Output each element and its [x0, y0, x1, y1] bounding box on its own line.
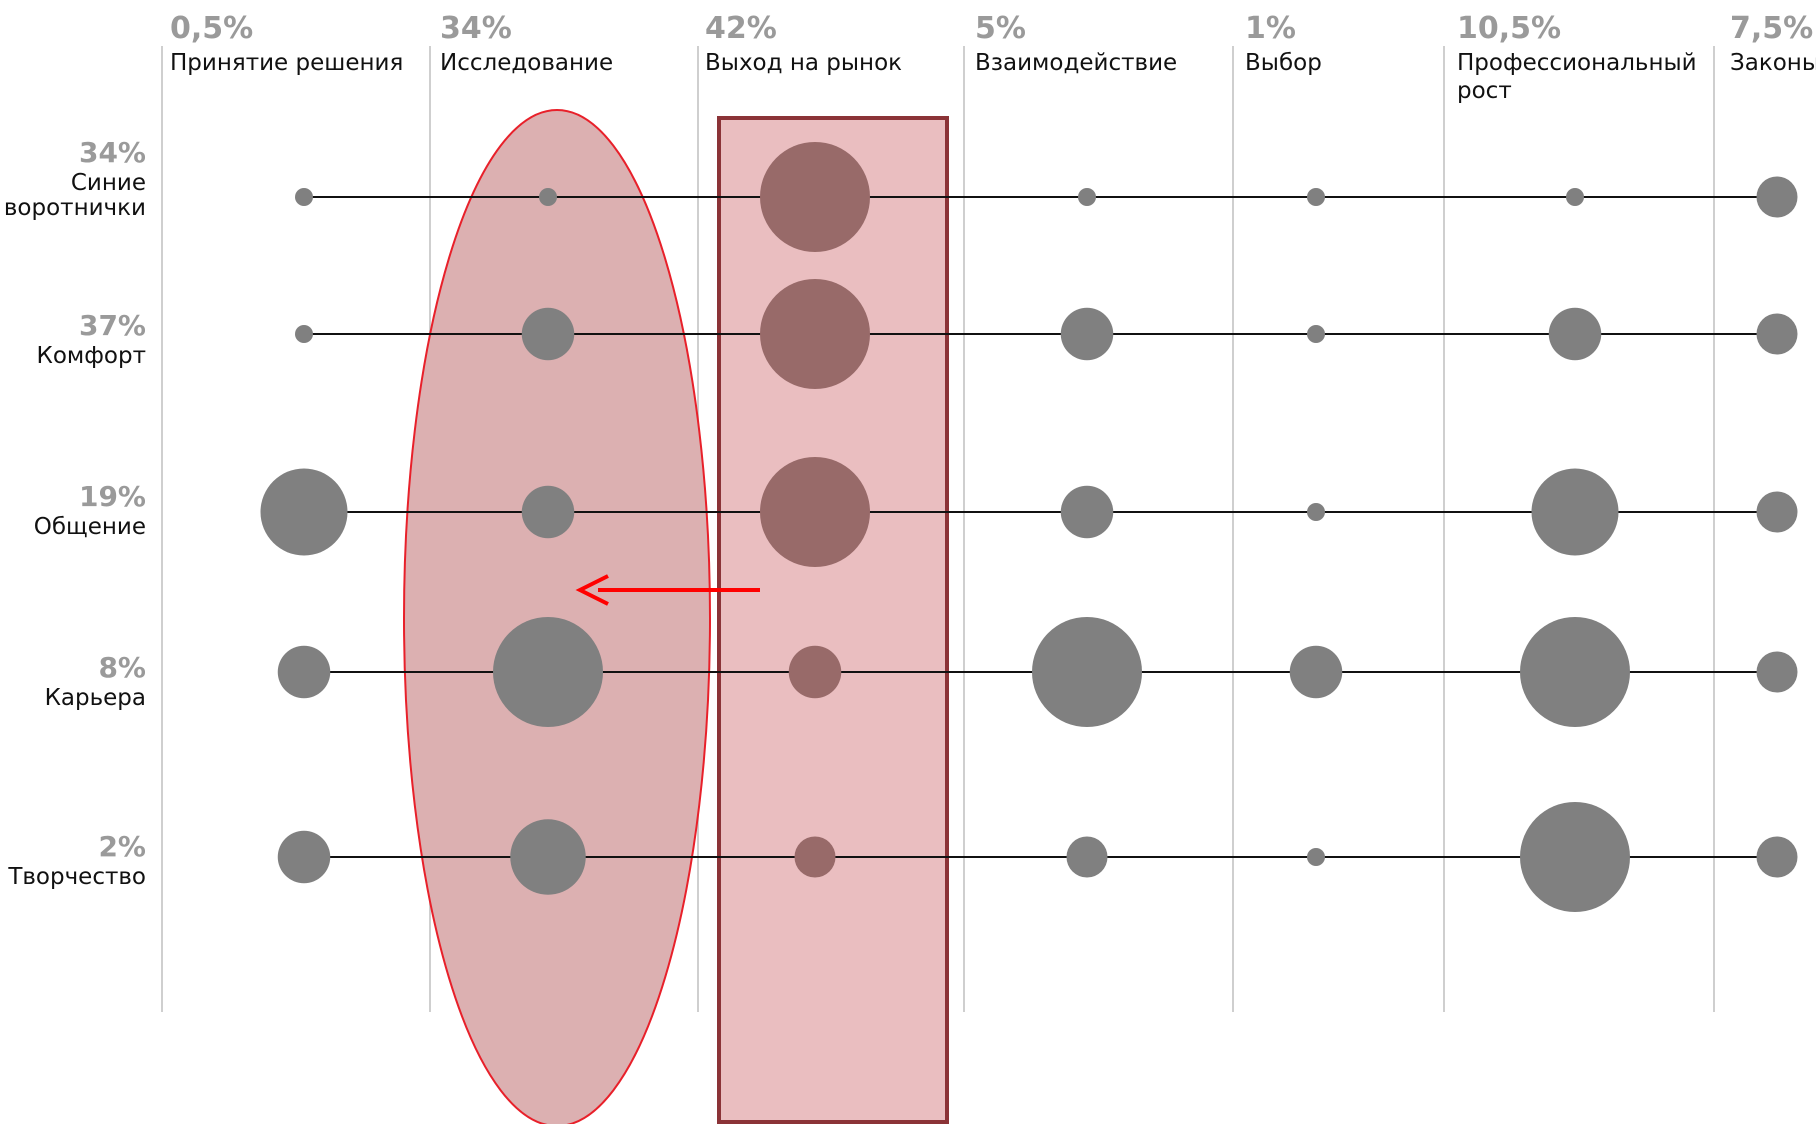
- bubble-r1-c4: [1307, 325, 1325, 343]
- column-label-5-1: рост: [1457, 78, 1512, 104]
- column-headers: 0,5% Принятие решения 34% Исследование 42% Вы…: [170, 11, 1816, 104]
- column-label-0-0: Принятие решения: [170, 50, 403, 76]
- bubble-r1-c1: [521, 307, 575, 361]
- bubble-r0-c2: [760, 142, 870, 252]
- bubble-r2-c1: [521, 485, 575, 539]
- bubble-r4-c4: [1307, 848, 1325, 866]
- bubble-r4-c0: [277, 830, 331, 884]
- column-label-2-0: Выход на рынок: [705, 50, 902, 76]
- bubble-r3-c2: [788, 645, 842, 699]
- column-label-1-0: Исследование: [440, 50, 613, 76]
- row-label-0-0: Синие: [71, 170, 146, 196]
- row-percent-3: 8%: [98, 651, 146, 684]
- bubble-r0-c0: [295, 188, 313, 206]
- row-percent-2: 19%: [79, 480, 146, 513]
- bubble-r3-c4: [1289, 645, 1343, 699]
- row-percent-1: 37%: [79, 309, 146, 342]
- bubble-r1-c0: [295, 325, 313, 343]
- column-label-6-0: Законы: [1730, 50, 1816, 76]
- bubble-r2-c4: [1307, 503, 1325, 521]
- column-percent-4: 1%: [1245, 11, 1296, 46]
- highlight-ellipse: [403, 109, 711, 1124]
- column-label-3-0: Взаимодействие: [975, 50, 1177, 76]
- bubble-r4-c1: [510, 819, 586, 895]
- bubble-r2-c5: [1531, 468, 1619, 556]
- bubble-r3-c6: [1756, 651, 1798, 693]
- row-label-0-1: воротнички: [4, 195, 146, 221]
- row-label-2-0: Общение: [34, 514, 146, 540]
- bubble-r3-c0: [277, 645, 331, 699]
- bubble-r0-c1: [539, 188, 557, 206]
- bubble-r1-c2: [760, 279, 870, 389]
- highlights: [403, 109, 949, 1124]
- bubble-r0-c5: [1566, 188, 1584, 206]
- bubble-r2-c3: [1060, 485, 1114, 539]
- bubble-r2-c0: [260, 468, 348, 556]
- bubble-r1-c3: [1060, 307, 1114, 361]
- column-percent-0: 0,5%: [170, 11, 253, 46]
- bubbles: [260, 142, 1798, 912]
- row-label-4-0: Творчество: [7, 864, 146, 890]
- arrow-head: [575, 574, 609, 606]
- column-percent-2: 42%: [705, 11, 777, 46]
- column-percent-6: 7,5%: [1730, 11, 1813, 46]
- column-percent-5: 10,5%: [1457, 11, 1561, 46]
- bubble-r1-c6: [1756, 313, 1798, 355]
- row-label-3-0: Карьера: [45, 685, 146, 711]
- bubble-r3-c3: [1032, 617, 1142, 727]
- row-percent-4: 2%: [98, 830, 146, 863]
- column-percent-1: 34%: [440, 11, 512, 46]
- highlight-rect: [717, 116, 949, 1124]
- bubble-r4-c2: [794, 836, 836, 878]
- bubble-r0-c6: [1756, 176, 1798, 218]
- column-label-5-0: Профессиональный: [1457, 50, 1697, 76]
- bubble-r3-c5: [1520, 617, 1630, 727]
- column-percent-3: 5%: [975, 11, 1026, 46]
- column-label-4-0: Выбор: [1245, 50, 1322, 76]
- bubble-r2-c2: [760, 457, 870, 567]
- bubble-r1-c5: [1548, 307, 1602, 361]
- bubble-r2-c6: [1756, 491, 1798, 533]
- row-label-1-0: Комфорт: [37, 343, 147, 369]
- bubble-r4-c3: [1066, 836, 1108, 878]
- bubble-r0-c3: [1078, 188, 1096, 206]
- arrow-layer: [575, 574, 760, 606]
- bubble-r4-c6: [1756, 836, 1798, 878]
- bubble-r0-c4: [1307, 188, 1325, 206]
- bubble-r3-c1: [493, 617, 603, 727]
- row-percent-0: 34%: [79, 136, 146, 169]
- bubble-r4-c5: [1520, 802, 1630, 912]
